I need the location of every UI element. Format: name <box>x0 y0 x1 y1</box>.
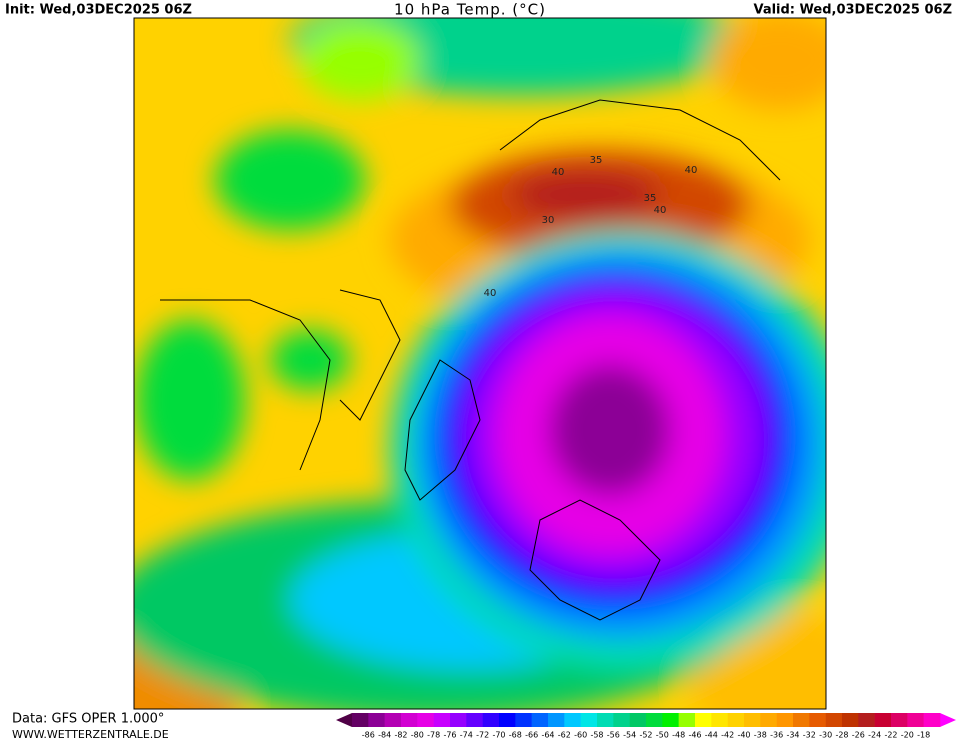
contour-label: 35 <box>590 155 603 166</box>
colorbar-box <box>711 713 728 727</box>
colorbar-label: -44 <box>705 731 718 740</box>
colorbar-label: -32 <box>803 731 816 740</box>
colorbar-box <box>923 713 941 727</box>
colorbar-label: -34 <box>786 731 799 740</box>
colorbar-label: -86 <box>362 731 375 740</box>
colorbar-box <box>858 713 875 727</box>
colorbar-label: -82 <box>394 731 407 740</box>
colorbar-label: -78 <box>427 731 440 740</box>
colorbar-label: -22 <box>884 731 897 740</box>
contour-label: 35 <box>644 193 657 204</box>
colorbar-box <box>662 713 679 727</box>
colorbar-label: -68 <box>509 731 522 740</box>
colorbar-label: -26 <box>852 731 865 740</box>
colorbar-label: -56 <box>607 731 620 740</box>
contour-label: 30 <box>542 215 555 226</box>
colorbar: -86 -84 -82 -80 -78 -76 -74 -72 -70 -68 -66 -64 -62-… <box>336 713 956 740</box>
colorbar-box <box>907 713 924 727</box>
colorbar-box <box>809 713 826 727</box>
colorbar-box <box>793 713 810 727</box>
map <box>134 18 826 709</box>
colorbar-label: -38 <box>754 731 767 740</box>
colorbar-label: -64 <box>541 731 554 740</box>
colorbar-box <box>760 713 777 727</box>
colorbar-box <box>433 713 451 727</box>
colorbar-box <box>482 713 500 727</box>
colorbar-box <box>842 713 859 727</box>
colorbar-box <box>450 713 467 727</box>
colorbar-box <box>417 713 434 727</box>
colorbar-label: -72 <box>476 731 489 740</box>
colorbar-box <box>564 713 581 727</box>
colorbar-box <box>776 713 794 727</box>
colorbar-box <box>727 713 745 727</box>
colorbar-label: -46 <box>688 731 701 740</box>
contour-label: 40 <box>685 165 698 176</box>
colorbar-arrow <box>336 713 352 727</box>
colorbar-label: -18 <box>917 731 930 740</box>
colorbar-label: -52 <box>639 731 652 740</box>
website: WWW.WETTERZENTRALE.DE <box>12 728 169 741</box>
map-frame <box>133 17 827 710</box>
contour-label: 40 <box>654 205 667 216</box>
colorbar-box <box>384 713 402 727</box>
colorbar-box <box>597 713 614 727</box>
colorbar-box <box>466 713 483 727</box>
colorbar-label: -66 <box>525 731 538 740</box>
contour-label: 40 <box>484 288 497 299</box>
colorbar-label: -20 <box>901 731 914 740</box>
colorbar-box <box>515 713 532 727</box>
colorbar-label: -36 <box>770 731 783 740</box>
colorbar-label: -80 <box>411 731 424 740</box>
colorbar-label: -62 <box>558 731 571 740</box>
colorbar-box <box>352 713 369 727</box>
colorbar-box <box>629 713 647 727</box>
colorbar-box <box>613 713 630 727</box>
colorbar-label: -58 <box>590 731 603 740</box>
colorbar-box <box>695 713 712 727</box>
data-source: Data: GFS OPER 1.000° <box>12 712 164 727</box>
colorbar-box <box>678 713 696 727</box>
title: 10 hPa Temp. (°C) <box>394 1 546 19</box>
colorbar-box <box>825 713 843 727</box>
colorbar-box <box>368 713 385 727</box>
colorbar-label: -74 <box>460 731 473 740</box>
colorbar-label: -60 <box>574 731 587 740</box>
colorbar-label: -40 <box>737 731 750 740</box>
colorbar-box <box>744 713 761 727</box>
contour-label: 40 <box>552 167 565 178</box>
colorbar-label: -42 <box>721 731 734 740</box>
colorbar-box <box>531 713 549 727</box>
colorbar-label: -76 <box>443 731 456 740</box>
colorbar-box <box>401 713 418 727</box>
colorbar-label: -28 <box>835 731 848 740</box>
colorbar-label: -50 <box>656 731 669 740</box>
colorbar-arrow <box>940 713 956 727</box>
colorbar-label: -84 <box>378 731 391 740</box>
colorbar-label: -30 <box>819 731 832 740</box>
colorbar-label: -48 <box>672 731 685 740</box>
colorbar-label: -70 <box>492 731 505 740</box>
colorbar-box <box>646 713 663 727</box>
colorbar-label: -24 <box>868 731 881 740</box>
colorbar-box <box>499 713 516 727</box>
colorbar-box <box>580 713 598 727</box>
valid-time: Valid: Wed,03DEC2025 06Z <box>753 3 952 18</box>
colorbar-box <box>891 713 908 727</box>
init-time: Init: Wed,03DEC2025 06Z <box>5 3 192 18</box>
colorbar-box <box>874 713 892 727</box>
colorbar-box <box>548 713 565 727</box>
colorbar-label: -54 <box>623 731 636 740</box>
